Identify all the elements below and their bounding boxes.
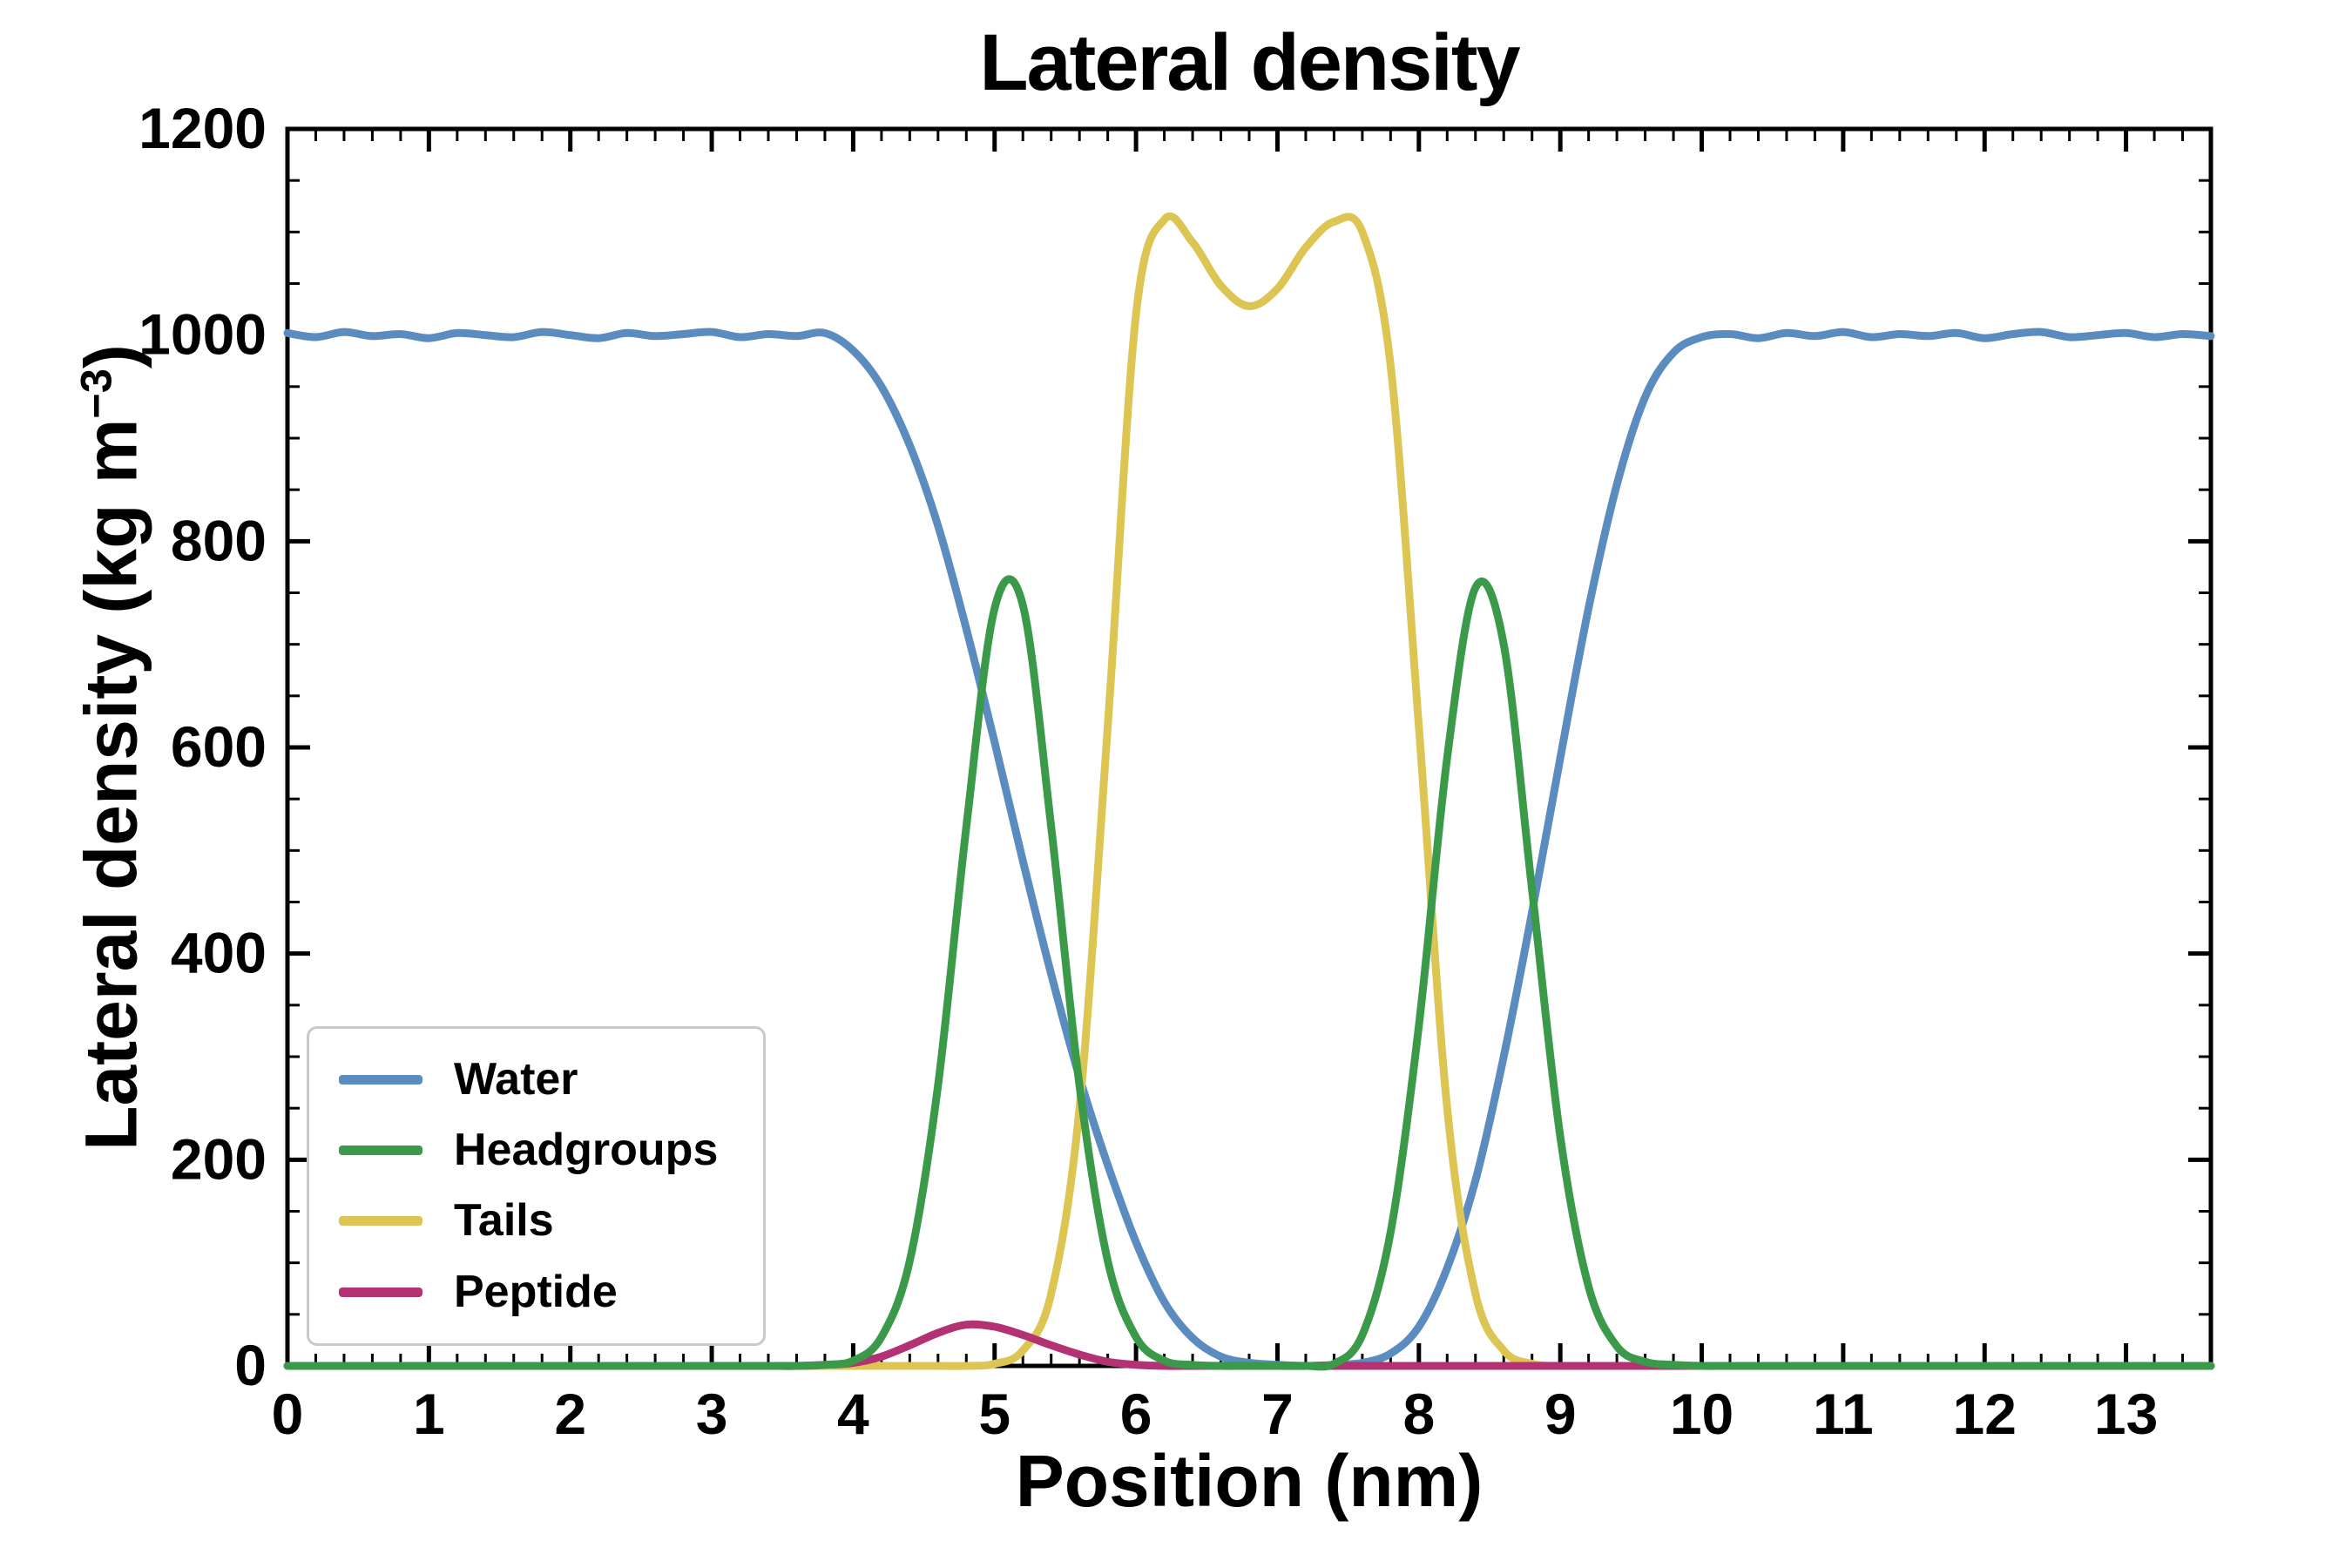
- tick-label: 800: [171, 508, 267, 572]
- tick-label: 13: [2094, 1382, 2158, 1446]
- legend-label-peptide: Peptide: [454, 1266, 618, 1317]
- tick-label: 200: [171, 1126, 267, 1191]
- legend-item-water: Water: [339, 1054, 718, 1105]
- tick-label: 11: [1813, 1382, 1874, 1446]
- tick-label: 1: [413, 1382, 445, 1446]
- tick-label: 0: [234, 1333, 267, 1397]
- legend-item-headgroups: Headgroups: [339, 1125, 718, 1175]
- tick-label: 6: [1120, 1382, 1152, 1446]
- tick-label: 0: [272, 1382, 304, 1446]
- tick-label: 8: [1402, 1382, 1435, 1446]
- legend-label-water: Water: [454, 1054, 578, 1105]
- chart-title: Lateral density: [979, 18, 1520, 107]
- tick-label: 1200: [139, 96, 267, 160]
- y-axis-label-text: Lateral density (kg m: [70, 418, 152, 1151]
- x-axis-label: Position (nm): [1015, 1440, 1484, 1522]
- y-axis-label-exponent: −3: [71, 368, 121, 419]
- tick-label: 4: [837, 1382, 869, 1446]
- tick-label: 7: [1261, 1382, 1294, 1446]
- legend-item-tails: Tails: [339, 1196, 718, 1246]
- legend-label-tails: Tails: [454, 1195, 554, 1247]
- tick-label: 1000: [139, 302, 267, 367]
- tick-label: 600: [171, 714, 267, 779]
- legend-item-peptide: Peptide: [339, 1267, 718, 1317]
- tick-label: 12: [1953, 1382, 2017, 1446]
- curve-headgroups: [283, 575, 2215, 1371]
- legend-swatch-peptide: [339, 1287, 422, 1297]
- tick-label: 2: [554, 1382, 586, 1446]
- tick-label: 400: [171, 921, 267, 985]
- legend: Water Headgroups Tails Peptide: [307, 1026, 767, 1346]
- y-axis-label-close: ): [70, 344, 152, 369]
- tick-label: 10: [1670, 1382, 1734, 1446]
- legend-swatch-tails: [339, 1216, 422, 1227]
- legend-swatch-water: [339, 1075, 422, 1085]
- tick-label: 9: [1544, 1382, 1577, 1446]
- tick-label: 3: [696, 1382, 728, 1446]
- legend-swatch-headgroups: [339, 1146, 422, 1156]
- legend-label-headgroups: Headgroups: [454, 1125, 719, 1176]
- y-axis-label: Lateral density (kg m−3): [70, 344, 154, 1151]
- tick-label: 5: [978, 1382, 1010, 1446]
